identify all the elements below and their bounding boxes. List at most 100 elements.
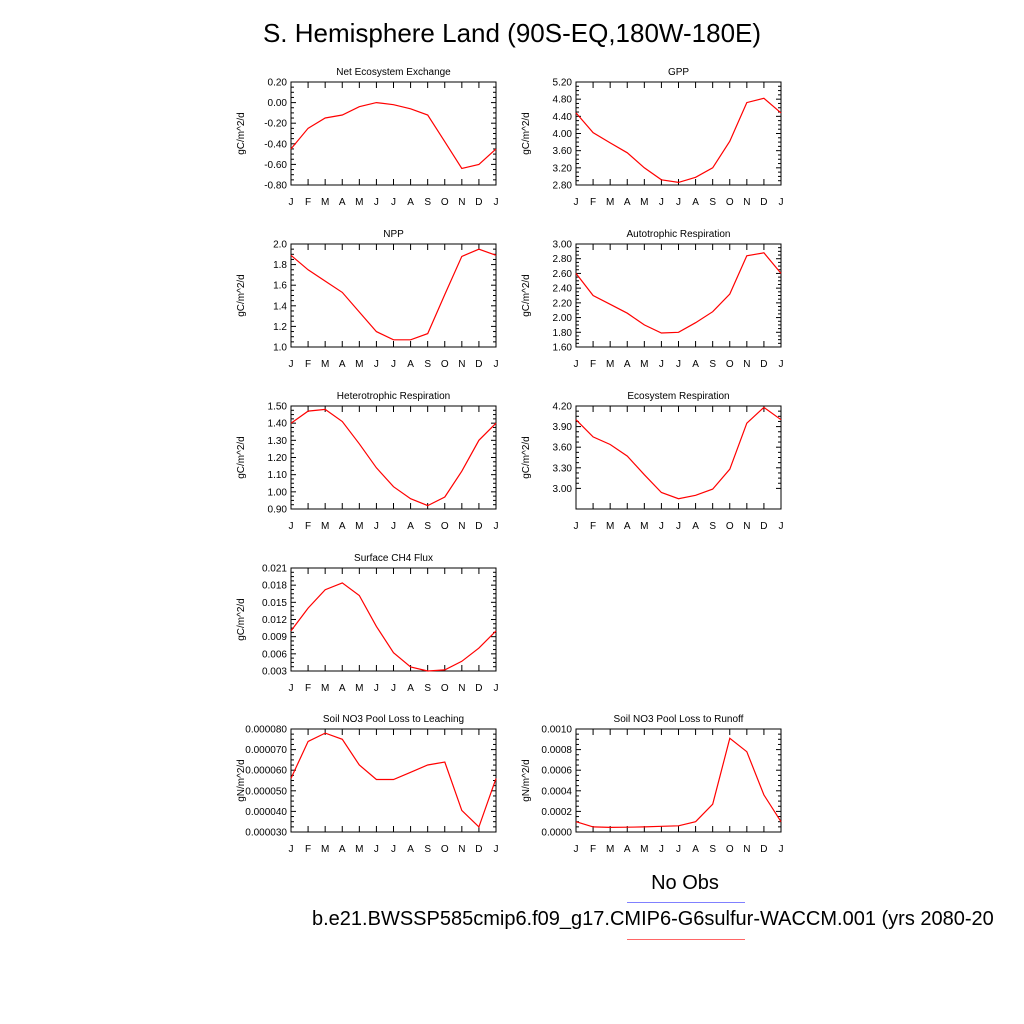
x-tick-label: A	[407, 197, 414, 208]
series-line-1	[575, 737, 782, 829]
x-tick-label: F	[305, 359, 311, 370]
y-tick-label: 1.10	[268, 470, 288, 481]
y-tick-label: 4.20	[553, 402, 573, 413]
x-tick-label: S	[424, 359, 431, 370]
x-tick-label: S	[424, 197, 431, 208]
x-tick-label: J	[659, 197, 664, 208]
x-tick-label: M	[321, 521, 329, 532]
y-tick-label: 3.60	[553, 443, 573, 454]
x-tick-label: N	[458, 197, 465, 208]
x-tick-label: J	[574, 521, 579, 532]
legend-model-label: b.e21.BWSSP585cmip6.f09_g17.CMIP6-G6sulf…	[312, 908, 994, 930]
panel-2: GPPgC/m^2/d5.204.804.404.003.603.202.80J…	[521, 67, 784, 208]
x-tick-label: A	[407, 359, 414, 370]
x-tick-label: O	[441, 359, 449, 370]
series-line-1	[290, 732, 497, 828]
series-line-1	[575, 97, 782, 184]
x-tick-label: A	[339, 521, 346, 532]
x-tick-label: N	[458, 844, 465, 855]
y-tick-label: 2.0	[273, 240, 287, 251]
y-tick-label: 0.018	[262, 581, 287, 592]
x-tick-label: A	[692, 844, 699, 855]
x-tick-label: J	[374, 359, 379, 370]
x-tick-label: O	[726, 359, 734, 370]
x-tick-label: A	[624, 359, 631, 370]
x-tick-label: J	[676, 844, 681, 855]
y-tick-label: 0.000040	[245, 807, 287, 818]
y-tick-label: 0.000070	[245, 745, 287, 756]
x-tick-label: D	[760, 197, 767, 208]
y-tick-label: 0.000030	[245, 828, 287, 839]
y-axis-label: gC/m^2/d	[236, 436, 247, 479]
plot-frame	[290, 405, 497, 510]
x-tick-label: S	[424, 521, 431, 532]
x-tick-label: A	[407, 521, 414, 532]
y-tick-label: 0.0002	[541, 807, 572, 818]
x-tick-label: F	[590, 359, 596, 370]
y-tick-label: 1.20	[268, 453, 288, 464]
x-tick-label: J	[494, 683, 499, 694]
x-tick-label: M	[355, 521, 363, 532]
x-tick-label: J	[391, 197, 396, 208]
x-tick-label: O	[441, 683, 449, 694]
y-tick-label: 0.000050	[245, 786, 287, 797]
x-tick-label: J	[374, 844, 379, 855]
x-tick-label: A	[624, 197, 631, 208]
x-tick-label: J	[659, 521, 664, 532]
x-tick-label: J	[374, 521, 379, 532]
x-tick-label: N	[743, 521, 750, 532]
x-tick-label: J	[289, 359, 294, 370]
x-tick-label: O	[726, 197, 734, 208]
x-tick-label: M	[355, 844, 363, 855]
y-tick-label: 3.30	[553, 463, 573, 474]
x-tick-label: D	[760, 521, 767, 532]
panel-title: Net Ecosystem Exchange	[336, 67, 451, 78]
x-tick-label: F	[305, 521, 311, 532]
y-tick-label: 3.90	[553, 422, 573, 433]
x-tick-label: M	[640, 521, 648, 532]
y-tick-label: 0.0006	[541, 766, 572, 777]
x-tick-label: S	[709, 521, 716, 532]
series-line-1	[290, 408, 497, 507]
y-tick-label: -0.80	[264, 181, 287, 192]
y-tick-label: -0.40	[264, 139, 287, 150]
panel-title: Ecosystem Respiration	[627, 391, 729, 402]
panel-title: Surface CH4 Flux	[354, 553, 433, 564]
x-tick-label: S	[709, 359, 716, 370]
x-tick-label: A	[692, 197, 699, 208]
panel-title: Heterotrophic Respiration	[337, 391, 450, 402]
x-tick-label: J	[374, 683, 379, 694]
x-tick-label: A	[624, 844, 631, 855]
panel-title: Autotrophic Respiration	[627, 229, 731, 240]
x-tick-label: N	[743, 844, 750, 855]
x-tick-label: J	[391, 359, 396, 370]
y-tick-label: 1.2	[273, 322, 287, 333]
plot-frame	[290, 567, 497, 672]
x-tick-label: J	[779, 359, 784, 370]
plot-frame	[575, 81, 782, 186]
x-tick-label: O	[441, 521, 449, 532]
x-tick-label: N	[743, 197, 750, 208]
plot-frame	[575, 243, 782, 348]
figure-title: S. Hemisphere Land (90S-EQ,180W-180E)	[262, 18, 762, 48]
x-tick-label: N	[458, 521, 465, 532]
x-tick-label: M	[355, 359, 363, 370]
x-tick-label: J	[391, 683, 396, 694]
plot-frame	[575, 728, 782, 833]
x-tick-label: D	[475, 683, 482, 694]
y-axis-label: gN/m^2/d	[521, 759, 532, 802]
x-tick-label: M	[321, 844, 329, 855]
y-tick-label: 2.00	[553, 313, 573, 324]
y-tick-label: 1.30	[268, 436, 288, 447]
x-tick-label: J	[391, 844, 396, 855]
y-tick-label: 0.00	[268, 98, 288, 109]
y-tick-label: 4.00	[553, 129, 573, 140]
y-axis-label: gC/m^2/d	[236, 598, 247, 641]
y-tick-label: 0.021	[262, 564, 287, 575]
x-tick-label: M	[355, 683, 363, 694]
y-tick-label: 1.8	[273, 260, 287, 271]
x-tick-label: M	[640, 197, 648, 208]
plot-frame	[575, 405, 782, 510]
